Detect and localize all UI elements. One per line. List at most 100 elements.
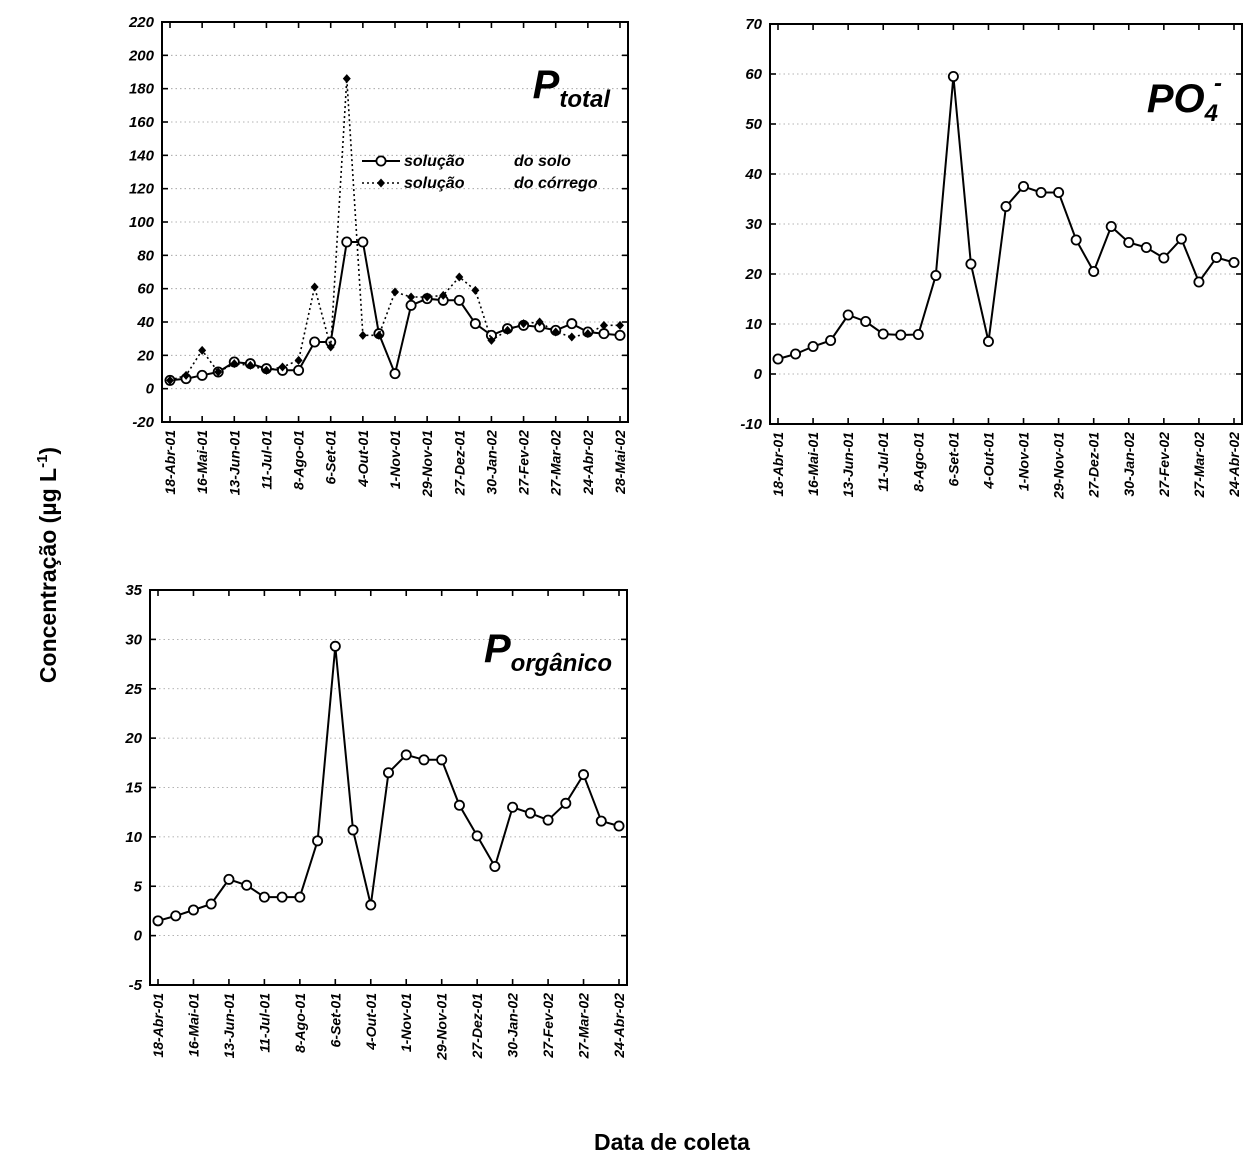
- data-point: [613, 820, 625, 832]
- y-tick-label: 120: [129, 181, 155, 198]
- data-point: [566, 318, 578, 330]
- data-point: [170, 910, 182, 922]
- data-point: [1105, 220, 1117, 232]
- data-point: [166, 375, 174, 385]
- data-point: [1088, 265, 1100, 277]
- panel-title: Ptotal: [533, 63, 612, 113]
- legend-label: do córrego: [514, 175, 598, 192]
- x-tick-label: 27-Mar-02: [1191, 432, 1207, 499]
- x-axis-title: Data de coleta: [594, 1129, 750, 1155]
- data-point: [382, 767, 394, 779]
- data-point: [469, 318, 481, 330]
- y-tick-label: 35: [125, 582, 142, 599]
- y-axis-title: Concentração (µg L-1): [34, 447, 61, 683]
- x-tick-label: 1-Nov-01: [1016, 432, 1032, 491]
- y-tick-label: 0: [134, 928, 143, 945]
- data-point: [842, 309, 854, 321]
- data-point: [524, 807, 536, 819]
- y-tick-label: 180: [129, 81, 155, 98]
- data-point: [614, 329, 626, 341]
- data-point: [357, 236, 369, 248]
- y-tick-label: 30: [125, 631, 142, 648]
- x-tick-label: 18-Abr-01: [150, 993, 166, 1058]
- x-tick-label: 27-Mar-02: [576, 993, 592, 1060]
- x-tick-label: 6-Set-01: [327, 993, 343, 1048]
- data-point: [912, 328, 924, 340]
- data-point: [294, 891, 306, 903]
- y-tick-label: 100: [129, 214, 155, 231]
- y-tick-label: 20: [136, 347, 154, 364]
- x-tick-label: 16-Mai-01: [185, 993, 201, 1057]
- x-tick-label: 1-Nov-01: [387, 430, 403, 489]
- legend-label: solução: [404, 175, 465, 192]
- x-tick-label: 29-Nov-01: [1051, 432, 1067, 500]
- y-tick-label: -10: [740, 416, 762, 433]
- legend-label: solução: [404, 153, 465, 170]
- data-point: [542, 814, 554, 826]
- data-point: [258, 891, 270, 903]
- data-point: [198, 345, 207, 355]
- x-tick-label: 11-Jul-01: [256, 993, 272, 1053]
- x-tick-label: 1-Nov-01: [398, 993, 414, 1052]
- data-point: [1210, 251, 1222, 263]
- data-point: [1228, 256, 1240, 268]
- data-point: [358, 330, 367, 340]
- data-point: [772, 353, 784, 365]
- y-tick-label: -20: [132, 414, 154, 431]
- data-point: [535, 317, 544, 327]
- data-point: [223, 873, 235, 885]
- data-point: [391, 287, 399, 297]
- data-point: [182, 370, 191, 380]
- y-tick-label: 25: [124, 681, 142, 698]
- y-tick-label: 40: [136, 314, 154, 331]
- y-tick-label: -5: [129, 977, 143, 994]
- data-point: [551, 327, 560, 337]
- data-point: [877, 328, 889, 340]
- data-point: [1035, 186, 1047, 198]
- y-tick-label: 60: [137, 281, 154, 298]
- data-point: [578, 769, 590, 781]
- x-tick-label: 18-Abr-01: [770, 432, 786, 497]
- x-tick-label: 27-Dez-01: [451, 430, 467, 497]
- chart-po4: -10 0 10 20 30 40 50 60 70 18-Abr-01 16-Mai-01 13-J…: [740, 16, 1243, 500]
- data-point: [807, 340, 819, 352]
- x-tick-label: 29-Nov-01: [419, 430, 435, 498]
- x-tick-label: 28-Mai-02: [612, 430, 628, 495]
- data-point: [326, 342, 335, 352]
- y-tick-label: 10: [125, 829, 142, 846]
- data-point: [329, 640, 341, 652]
- data-point: [471, 285, 480, 295]
- y-tick-label: 10: [745, 316, 762, 333]
- data-point: [965, 258, 977, 270]
- data-point: [598, 328, 610, 340]
- x-tick-label: 24-Abr-02: [1226, 432, 1242, 498]
- legend-marker: [375, 155, 387, 167]
- x-tick-label: 6-Set-01: [323, 430, 339, 485]
- data-point: [519, 319, 528, 329]
- data-point: [982, 335, 994, 347]
- legend-marker: [377, 178, 385, 188]
- data-point: [293, 364, 305, 376]
- x-tick-label: 16-Mai-01: [194, 430, 210, 494]
- x-tick-label: 8-Ago-01: [291, 430, 307, 490]
- data-point: [205, 898, 217, 910]
- data-point: [389, 368, 401, 380]
- data-point: [1140, 241, 1152, 253]
- data-point: [230, 359, 239, 369]
- data-point: [246, 360, 255, 370]
- data-point: [567, 332, 576, 342]
- x-tick-label: 27-Fev-02: [516, 430, 532, 496]
- data-point: [374, 330, 383, 340]
- x-tick-label: 27-Fev-02: [1156, 432, 1172, 498]
- data-point: [310, 282, 319, 292]
- y-tick-label: 220: [128, 14, 155, 31]
- data-point: [423, 292, 432, 302]
- data-point: [503, 325, 512, 335]
- y-tick-label: 70: [745, 16, 762, 33]
- y-tick-label: 140: [129, 147, 155, 164]
- data-point: [453, 799, 465, 811]
- data-point: [1158, 252, 1170, 264]
- data-point: [1193, 276, 1205, 288]
- x-tick-label: 30-Jan-02: [505, 993, 521, 1058]
